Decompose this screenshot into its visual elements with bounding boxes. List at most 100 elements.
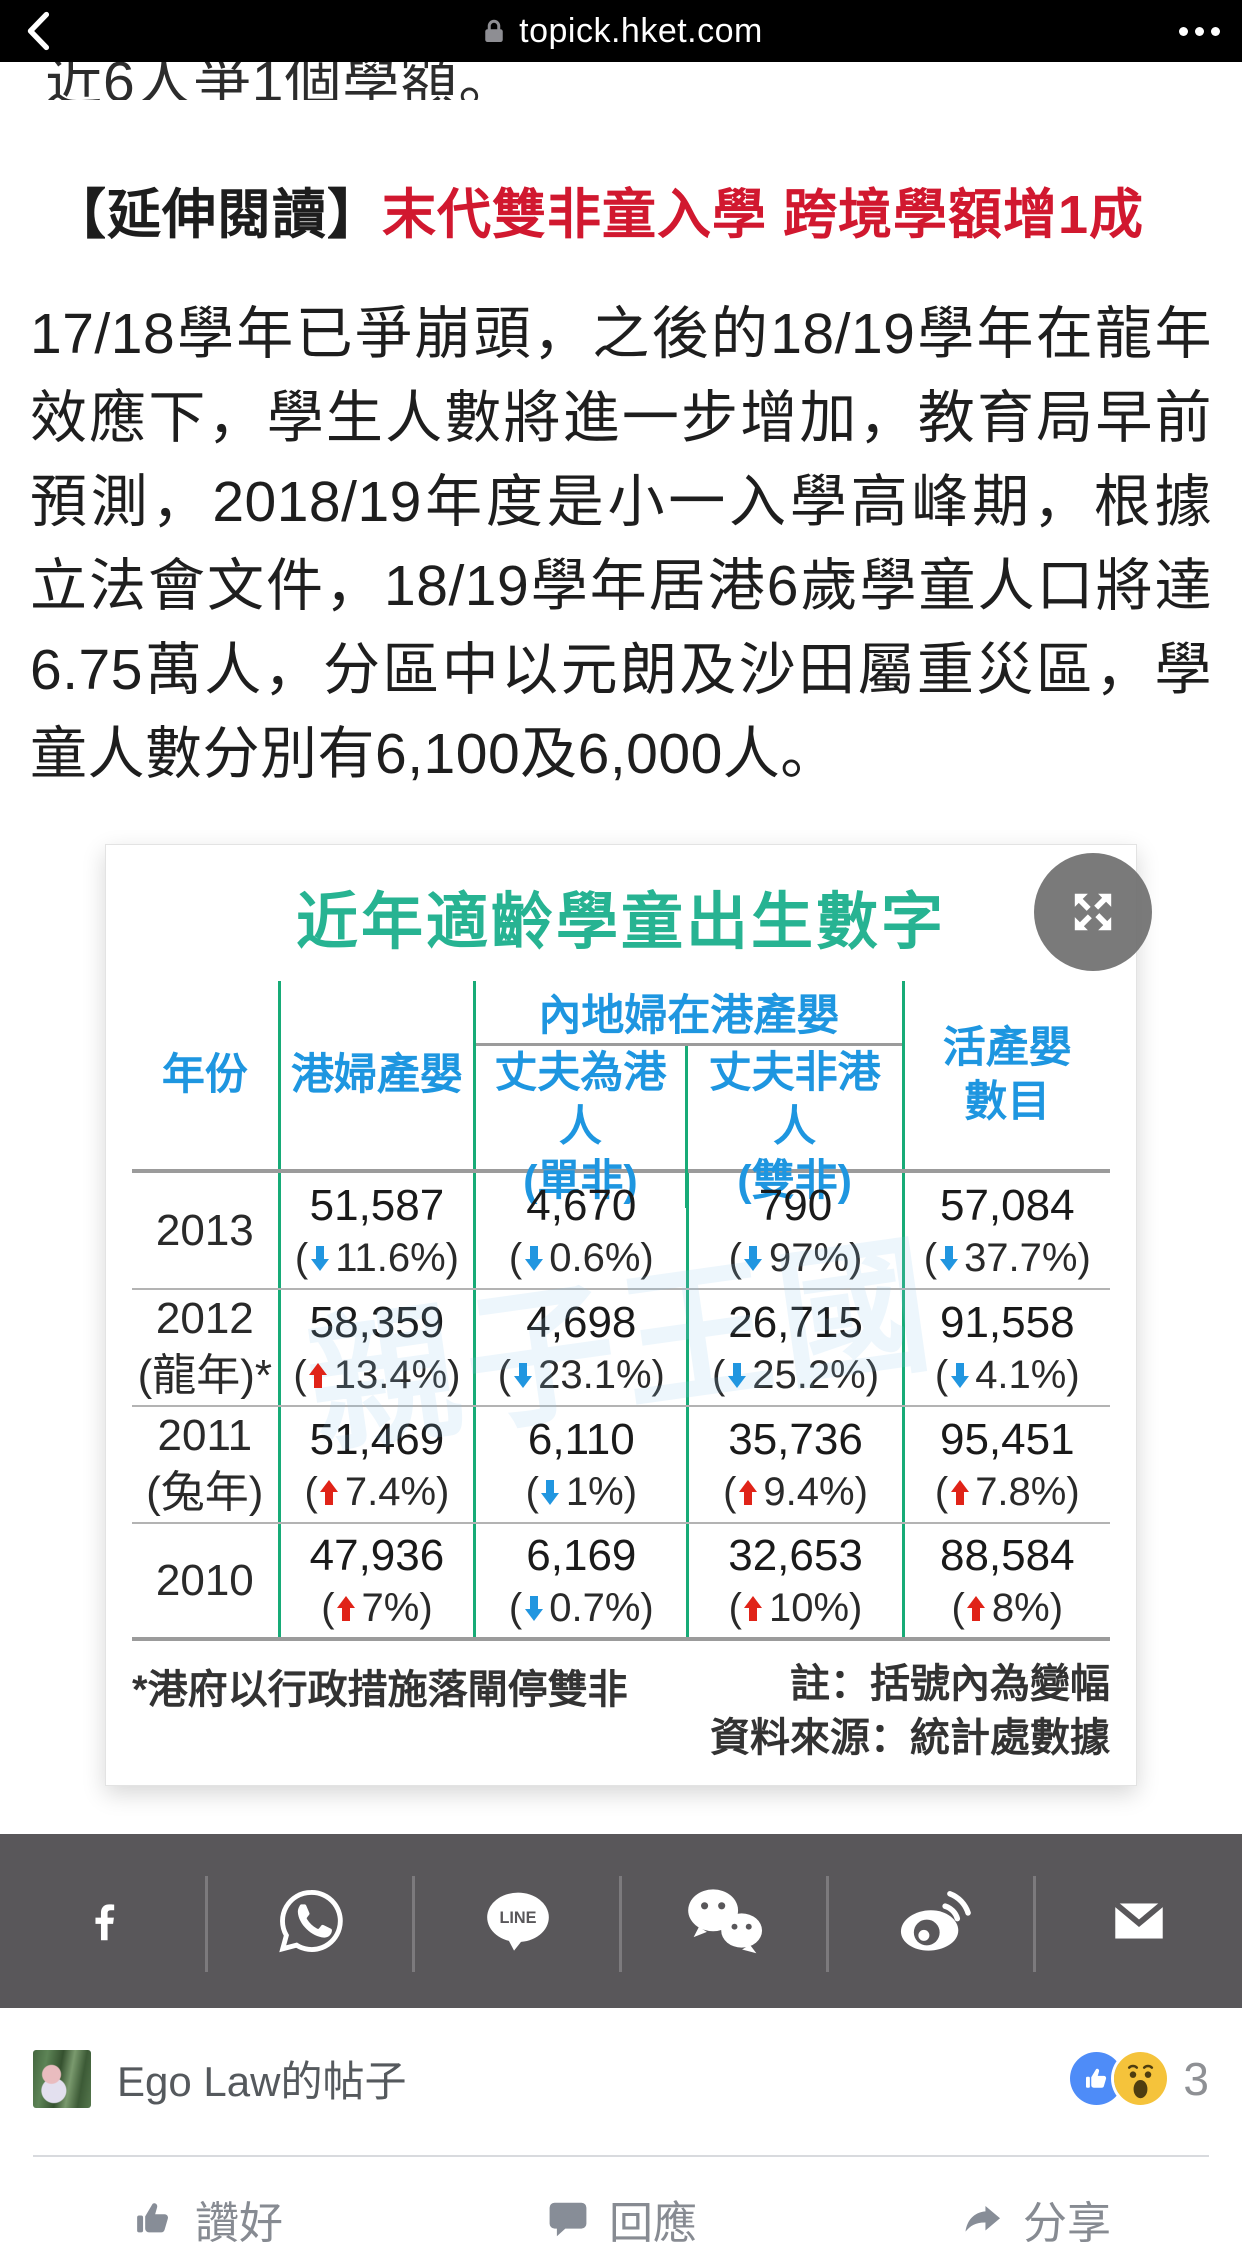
change-arrow-icon (950, 1480, 969, 1505)
value: 47,936 (309, 1530, 445, 1580)
change: 4.1% (935, 1353, 1080, 1398)
weibo-icon (900, 1891, 971, 1951)
value: 57,084 (939, 1180, 1075, 1230)
data-cell: 4,698 23.1% (476, 1290, 690, 1405)
change-arrow-icon (727, 1363, 746, 1388)
header-father-non-hk: 丈夫非港人 (雙非) (708, 1049, 881, 1205)
year-cell: 2013 (132, 1173, 281, 1288)
value: 4,698 (526, 1297, 637, 1347)
value: 6,110 (527, 1414, 635, 1464)
facebook-post-section: Ego Law的帖子 3 (0, 2008, 1242, 2267)
change-arrow-icon (738, 1480, 757, 1505)
line-icon: LINE (478, 1884, 558, 1958)
change: 0.6% (509, 1236, 654, 1281)
change-arrow-icon (744, 1596, 763, 1621)
change-arrow-icon (524, 1246, 543, 1271)
value: 88,584 (939, 1530, 1075, 1580)
change-arrow-icon (524, 1596, 543, 1621)
value: 51,587 (309, 1180, 445, 1230)
share-facebook-button[interactable] (0, 1834, 208, 2008)
comment-icon (549, 2202, 587, 2237)
clipped-text-line: 近6人爭1個學額。 (45, 62, 517, 100)
note-source: 資料來源：統計處數據 (710, 1716, 1110, 1760)
change: 0.7% (509, 1586, 654, 1631)
share-weibo-button[interactable] (828, 1834, 1036, 2008)
value: 95,451 (939, 1414, 1075, 1464)
value: 790 (758, 1180, 833, 1230)
data-cell: 51,587 11.6% (281, 1173, 477, 1288)
header-father-hk: 丈夫為港人 (單非) (476, 1046, 688, 1208)
expand-image-button[interactable] (1034, 853, 1152, 971)
data-cell: 35,736 9.4% (689, 1407, 905, 1522)
source-notes: 註：括號內為變幅 資料來源：統計處數據 (710, 1657, 1110, 1765)
table-row: 2010 47,936 7% 6,169 0.7% 32,653 10% 88,… (132, 1524, 1110, 1641)
value: 26,715 (728, 1297, 863, 1347)
divider (33, 2155, 1209, 2157)
data-cell: 26,715 25.2% (689, 1290, 905, 1405)
thumbs-up-icon (137, 2203, 168, 2233)
change: 1% (526, 1470, 637, 1515)
value: 51,469 (309, 1414, 445, 1464)
article-paragraph: 17/18學年已爭崩頭，之後的18/19學年在龍年效應下，學生人數將進一步增加，… (30, 302, 1212, 786)
data-cell: 32,653 10% (689, 1524, 905, 1637)
change: 7% (321, 1586, 432, 1631)
data-cell: 58,359 13.4% (281, 1290, 477, 1405)
change: 8% (952, 1586, 1063, 1631)
data-cell: 4,670 0.6% (476, 1173, 690, 1288)
more-menu-button[interactable] (1179, 0, 1242, 62)
stats-infographic[interactable]: 近年適齡學童出生數字 親子王國 年份 港婦產嬰 內地婦在港產嬰 丈夫為港人 (單… (105, 844, 1152, 1786)
lock-icon (485, 19, 503, 42)
share-wechat-button[interactable] (621, 1834, 829, 2008)
share-email-button[interactable] (1035, 1834, 1242, 2008)
share-whatsapp-button[interactable] (207, 1834, 415, 2008)
value: 6,169 (526, 1530, 637, 1580)
share-bar: LINE (0, 1834, 1242, 2008)
data-cell: 95,451 7.8% (905, 1407, 1110, 1522)
note-variation: 註：括號內為變幅 (790, 1662, 1110, 1706)
share-line-button[interactable]: LINE (414, 1834, 622, 2008)
change: 97% (729, 1236, 863, 1281)
value: 35,736 (728, 1414, 863, 1464)
change: 9.4% (723, 1470, 868, 1515)
avatar[interactable] (33, 2049, 91, 2108)
value: 91,558 (939, 1297, 1075, 1347)
table-row: 2012(龍年)* 58,359 13.4% 4,698 23.1% 26,71… (132, 1290, 1110, 1407)
value: 58,359 (309, 1297, 445, 1347)
value: 32,653 (728, 1530, 863, 1580)
data-cell: 91,558 4.1% (905, 1290, 1110, 1405)
change: 7.8% (935, 1470, 1080, 1515)
reactions[interactable]: 3 (1070, 2052, 1209, 2106)
header-live-births: 活產嬰 數目 (942, 1024, 1072, 1126)
table-header: 年份 港婦產嬰 內地婦在港產嬰 丈夫為港人 (單非) 丈夫非港人 (雙非) 活產… (132, 981, 1110, 1208)
year-cell: 2010 (132, 1524, 281, 1637)
wechat-icon (687, 1889, 762, 1954)
wow-reaction-icon (1114, 2052, 1168, 2105)
whatsapp-icon (278, 1890, 343, 1953)
data-cell: 790 97% (689, 1173, 905, 1288)
data-cell: 47,936 7% (281, 1524, 477, 1637)
change-arrow-icon (513, 1363, 532, 1388)
change-arrow-icon (320, 1480, 339, 1505)
back-button[interactable] (0, 0, 70, 62)
url-bar[interactable]: topick.hket.com (0, 0, 1242, 62)
related-article-link[interactable]: 末代雙非童入學 跨境學額增1成 (382, 185, 1145, 245)
data-cell: 51,469 7.4% (281, 1407, 477, 1522)
change: 13.4% (293, 1353, 460, 1398)
data-cell: 57,084 37.7% (905, 1173, 1110, 1288)
change-arrow-icon (541, 1480, 560, 1505)
post-title[interactable]: Ego Law的帖子 (117, 2058, 407, 2105)
comment-button[interactable]: 回應 (414, 2171, 828, 2267)
year-cell: 2011 (兔年) (132, 1407, 281, 1522)
like-button[interactable]: 讚好 (0, 2171, 414, 2267)
svg-text:LINE: LINE (499, 1909, 536, 1927)
footnote: *港府以行政措施落閘停雙非 (132, 1668, 628, 1712)
change: 10% (729, 1586, 863, 1631)
share-button[interactable]: 分享 (828, 2171, 1242, 2267)
chevron-left-icon (27, 11, 50, 51)
email-icon (1112, 1901, 1165, 1939)
header-mainland-group: 內地婦在港產嬰 (476, 981, 902, 1046)
year-cell: 2012 (龍年)* (132, 1290, 281, 1405)
data-cell: 88,584 8% (905, 1524, 1110, 1637)
change-arrow-icon (939, 1246, 958, 1271)
header-mainland-group-wrap: 內地婦在港產嬰 丈夫為港人 (單非) 丈夫非港人 (雙非) (476, 981, 905, 1208)
